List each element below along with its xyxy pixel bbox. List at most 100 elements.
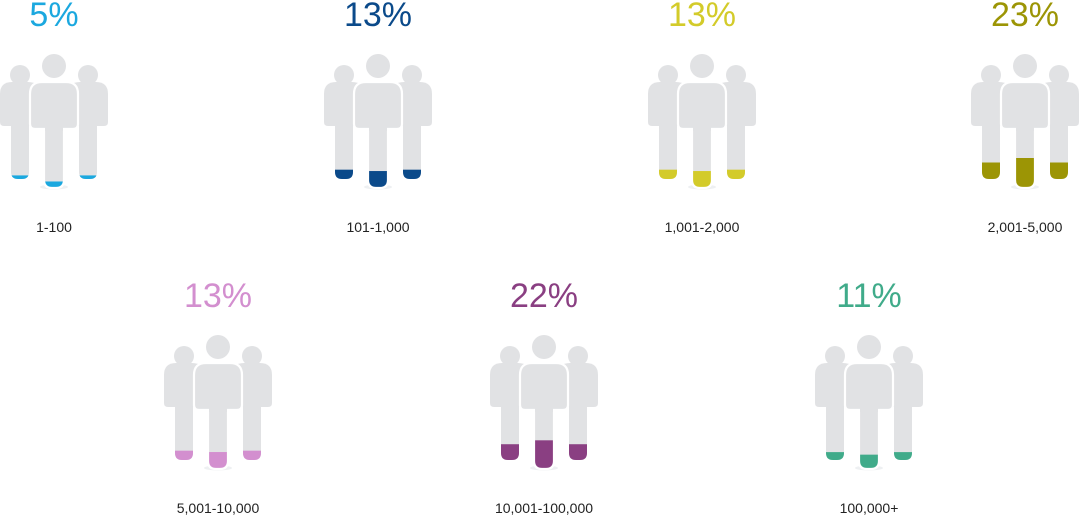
person-torso <box>28 80 80 131</box>
range-label: 101-1,000 <box>346 219 410 235</box>
left-person-legs <box>826 403 844 460</box>
percentage-label: 13% <box>343 0 413 34</box>
right-person-legs <box>894 403 912 460</box>
fill-mark <box>44 181 64 188</box>
fill-mark <box>403 169 421 179</box>
seam-cover <box>535 406 553 412</box>
people-icon <box>971 54 1079 190</box>
fill-mark <box>692 171 712 188</box>
leg-outline <box>1013 124 1037 190</box>
fill-mark <box>859 454 879 469</box>
percentage-label: 13% <box>183 277 253 315</box>
person-head <box>500 346 520 366</box>
person-head <box>174 346 194 366</box>
leg-outline <box>857 405 881 471</box>
right-person-legs <box>403 122 421 179</box>
fill-mark <box>501 444 519 460</box>
person-torso <box>843 361 895 412</box>
person-head <box>42 54 66 78</box>
person-head <box>825 346 845 366</box>
person-head <box>1049 65 1069 85</box>
group-1001-2000: 13% 1,001-2,000 <box>612 0 792 250</box>
seam-cover <box>209 406 227 412</box>
people-icon <box>0 54 108 190</box>
right-person-legs <box>243 403 261 460</box>
person-head <box>532 335 556 359</box>
percentage-label: 23% <box>990 0 1060 34</box>
people-icon <box>490 335 598 471</box>
center-person-legs <box>44 126 64 188</box>
range-label: 5,001-10,000 <box>176 500 260 516</box>
person-head <box>726 65 746 85</box>
percentage-label: 22% <box>509 277 579 315</box>
person-head <box>1013 54 1037 78</box>
people-icon <box>815 335 923 471</box>
left-person-legs <box>335 122 353 179</box>
leg-outline <box>690 124 714 190</box>
group-5001-10000: 13% 5,001-10,000 <box>128 277 308 531</box>
group-101-1000: 13% 101-1,000 <box>288 0 468 250</box>
right-person-legs <box>79 122 97 179</box>
person-head <box>402 65 422 85</box>
group-1-100: 5% 1-100 <box>0 0 144 250</box>
left-person-legs <box>175 403 193 460</box>
person-torso <box>192 361 244 412</box>
person-head <box>658 65 678 85</box>
person-torso <box>352 80 404 131</box>
fill-mark <box>175 450 193 460</box>
range-label: 2,001-5,000 <box>987 219 1063 235</box>
fill-mark <box>534 440 554 469</box>
seam-cover <box>860 406 878 412</box>
right-person-legs <box>727 122 745 179</box>
fill-mark <box>894 452 912 460</box>
person-torso <box>999 80 1051 131</box>
left-person-legs <box>659 122 677 179</box>
person-head <box>893 346 913 366</box>
seam-cover <box>693 125 711 131</box>
person-torso <box>518 361 570 412</box>
fill-mark <box>982 162 1000 179</box>
people-icon <box>164 335 272 471</box>
group-10001-100000: 22% 10,001-100,000 <box>454 277 634 531</box>
range-label: 1,001-2,000 <box>664 219 740 235</box>
person-torso <box>676 80 728 131</box>
seam-cover <box>1016 125 1034 131</box>
left-person-legs <box>11 122 29 179</box>
person-head <box>242 346 262 366</box>
fill-mark <box>659 169 677 179</box>
fill-mark <box>368 171 388 188</box>
fill-mark <box>79 175 97 179</box>
person-head <box>10 65 30 85</box>
person-head <box>857 335 881 359</box>
person-head <box>981 65 1001 85</box>
person-head <box>690 54 714 78</box>
percentage-label: 5% <box>29 0 79 34</box>
group-2001-5000: 23% 2,001-5,000 <box>935 0 1080 250</box>
person-head <box>334 65 354 85</box>
fill-mark <box>727 169 745 179</box>
person-head <box>568 346 588 366</box>
seam-cover <box>369 125 387 131</box>
people-icon <box>324 54 432 190</box>
range-label: 10,001-100,000 <box>494 500 594 516</box>
person-head <box>206 335 230 359</box>
leg-outline <box>206 405 230 471</box>
people-icon <box>648 54 756 190</box>
leg-outline <box>532 405 556 471</box>
group-100000-plus: 11% 100,000+ <box>779 277 959 531</box>
fill-mark <box>11 175 29 179</box>
person-head <box>366 54 390 78</box>
fill-mark <box>1050 162 1068 179</box>
fill-mark <box>335 169 353 179</box>
percentage-label: 11% <box>836 277 902 315</box>
person-head <box>78 65 98 85</box>
leg-outline <box>366 124 390 190</box>
fill-mark <box>243 450 261 460</box>
center-person-legs <box>859 407 879 469</box>
leg-outline <box>42 124 66 190</box>
seam-cover <box>45 125 63 131</box>
fill-mark <box>1015 158 1035 188</box>
fill-mark <box>208 452 228 469</box>
percentage-label: 13% <box>667 0 737 34</box>
fill-mark <box>569 444 587 460</box>
